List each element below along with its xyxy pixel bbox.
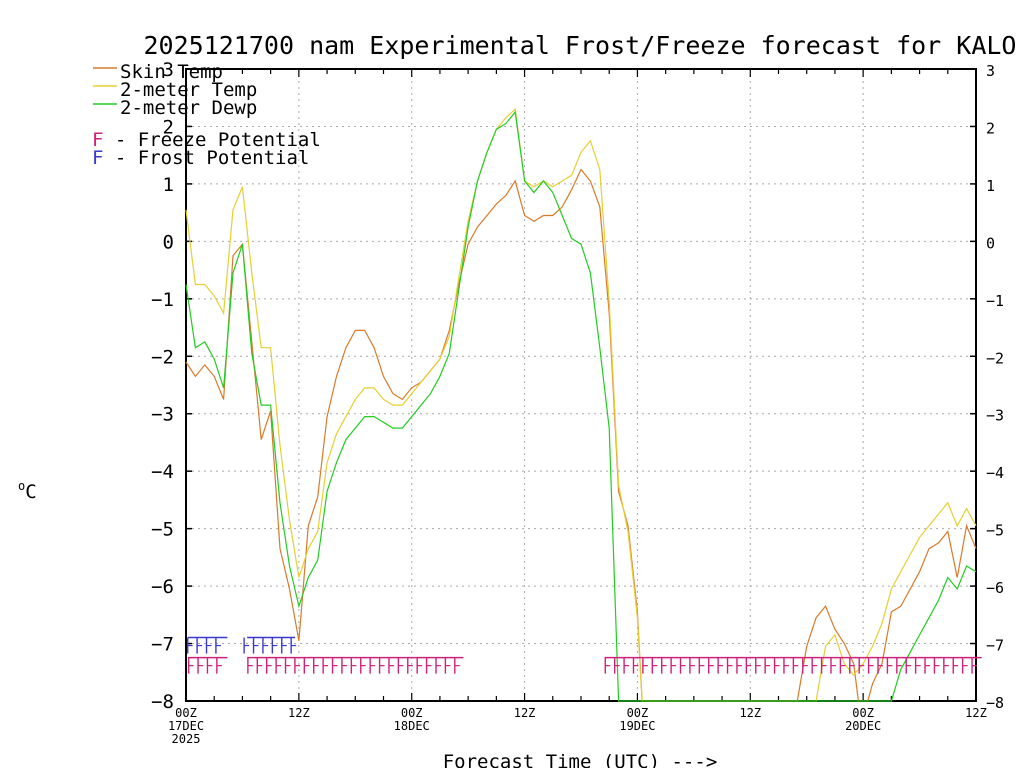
legend-entry: F - Frost Potential (92, 147, 309, 169)
y-tick-label-right: −2 (986, 349, 1004, 367)
y-tick-label-right: 2 (986, 119, 995, 137)
legend-label: - Frost Potential (103, 147, 309, 169)
series-2-meter-dewp (185, 110, 977, 702)
x-year-label: 2025 (172, 732, 201, 746)
series-2-meter-temp (185, 107, 977, 702)
legend-label: 2-meter Dewp (120, 97, 257, 119)
x-tick-label: 00Z (175, 706, 197, 720)
y-tick-label-left: −1 (151, 289, 174, 311)
axes-layer: −8 −8 −7 −7 −6 −6 −5 −5 −4 −4 −3 −3 −2 −2 −1 −1 0 0 1 1 2 2 3 3… (151, 59, 1004, 746)
x-tick-label: 12Z (965, 706, 987, 720)
y-tick-label-right: −6 (986, 579, 1004, 597)
x-date-label: 19DEC (619, 719, 655, 733)
legend-label: - Freeze Potential (103, 129, 320, 151)
chart-title: 2025121700 nam Experimental Frost/Freeze… (144, 31, 1017, 60)
y-tick-label-left: −3 (151, 404, 174, 426)
y-tick-label-right: −3 (986, 407, 1004, 425)
y-tick-label-left: 2 (163, 116, 174, 138)
legend-entry: F - Freeze Potential (92, 129, 321, 151)
y-tick-label-left: 0 (163, 231, 174, 253)
x-tick-label: 00Z (627, 706, 649, 720)
x-date-label: 17DEC (168, 719, 204, 733)
y-tick-label-right: −8 (986, 694, 1004, 712)
series-skin-temp (185, 168, 977, 702)
y-tick-label-right: −7 (986, 637, 1004, 655)
y-tick-label-right: −5 (986, 522, 1004, 540)
x-date-label: 18DEC (394, 719, 430, 733)
potential-markers (187, 636, 982, 674)
y-tick-label-left: 3 (163, 59, 174, 81)
y-tick-label-left: −2 (151, 346, 174, 368)
y-tick-label-right: 0 (986, 234, 995, 252)
legend-marker: F (92, 129, 103, 151)
x-tick-label: 12Z (288, 706, 310, 720)
legend-marker: F (92, 147, 103, 169)
y-tick-label-right: −4 (986, 464, 1004, 482)
x-tick-label: 00Z (401, 706, 423, 720)
x-date-label: 20DEC (845, 719, 881, 733)
y-axis-label: oC (18, 479, 37, 503)
y-tick-label-left: −5 (151, 519, 174, 541)
x-axis-label: Forecast Time (UTC) ---> (443, 751, 718, 768)
y-tick-label-right: 3 (986, 62, 995, 80)
y-tick-label-left: −4 (151, 461, 174, 483)
x-tick-label: 12Z (514, 706, 536, 720)
y-tick-label-left: −6 (151, 576, 174, 598)
x-tick-label: 12Z (739, 706, 761, 720)
x-tick-label: 00Z (852, 706, 874, 720)
y-tick-label-right: −1 (986, 292, 1004, 310)
y-tick-label-left: 1 (163, 174, 174, 196)
y-tick-label-left: −7 (151, 634, 174, 656)
series-layer (185, 107, 977, 702)
legend-label: Skin Temp (120, 61, 223, 83)
y-tick-label-left: −8 (151, 691, 174, 713)
y-tick-label-right: 1 (986, 177, 995, 195)
legend-label: 2-meter Temp (120, 79, 257, 101)
